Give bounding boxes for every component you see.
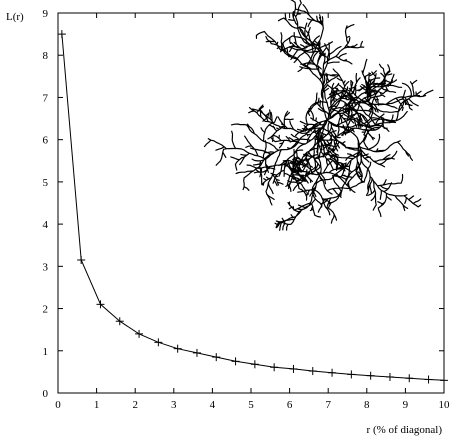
dla-cluster-path: [205, 0, 433, 230]
data-point: [135, 330, 143, 338]
data-point: [193, 349, 201, 357]
data-point: [367, 372, 375, 380]
y-tick-label: 0: [43, 388, 49, 400]
data-point: [405, 374, 413, 382]
x-tick-label: 5: [248, 399, 254, 411]
x-tick-label: 10: [439, 399, 451, 411]
plot-frame: [58, 13, 444, 393]
data-point: [251, 360, 259, 368]
y-tick-label: 4: [43, 219, 49, 231]
data-point: [440, 376, 448, 384]
data-point: [77, 256, 85, 264]
data-point: [154, 338, 162, 346]
x-tick-label: 3: [171, 399, 177, 411]
x-tick-label: 2: [132, 399, 138, 411]
y-tick-label: 5: [43, 177, 49, 189]
y-tick-label: 6: [43, 135, 49, 147]
dla-cluster-inset: [205, 0, 433, 230]
data-point: [309, 367, 317, 375]
x-axis-label: r (% of diagonal): [367, 424, 443, 436]
data-point: [174, 345, 182, 353]
y-tick-label: 1: [43, 346, 49, 358]
y-axis-label: L(r): [6, 11, 24, 23]
data-point: [347, 370, 355, 378]
x-tick-label: 8: [364, 399, 370, 411]
y-tick-label: 9: [43, 8, 49, 20]
y-tick-label: 3: [43, 261, 49, 273]
data-point: [232, 357, 240, 365]
y-tick-label: 7: [43, 92, 49, 104]
data-point: [328, 369, 336, 377]
x-tick-label: 9: [403, 399, 409, 411]
x-tick-label: 1: [94, 399, 100, 411]
data-point: [58, 30, 66, 38]
x-tick-label: 7: [325, 399, 331, 411]
data-point: [270, 363, 278, 371]
x-tick-label: 0: [55, 399, 61, 411]
axes-frame: [58, 13, 444, 393]
y-tick-label: 2: [43, 304, 49, 316]
x-tick-label: 4: [210, 399, 216, 411]
y-tick-label: 8: [43, 50, 49, 62]
data-point: [386, 373, 394, 381]
x-tick-label: 6: [287, 399, 293, 411]
data-point: [289, 365, 297, 373]
data-point: [212, 353, 220, 361]
data-point: [425, 375, 433, 383]
